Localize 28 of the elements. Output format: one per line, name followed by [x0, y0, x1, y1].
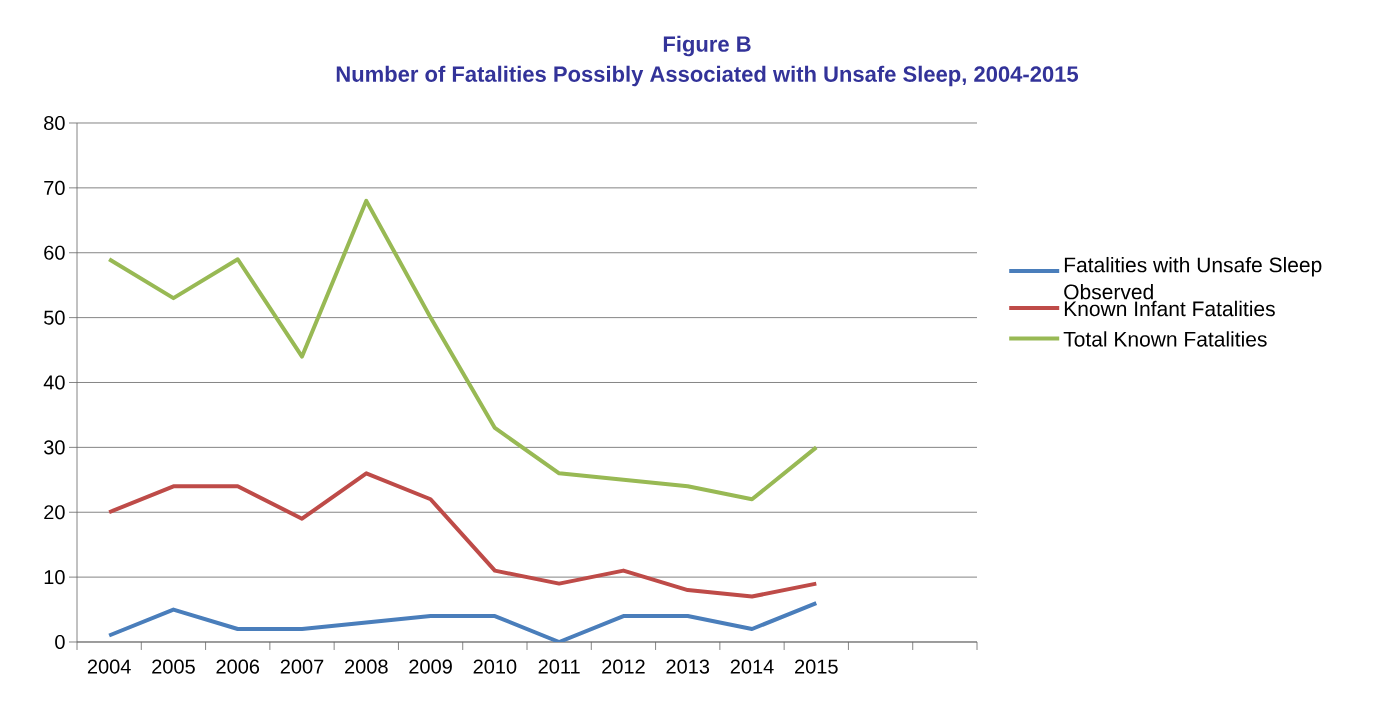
y-tick-label: 20 — [44, 505, 65, 520]
y-tick-label: 60 — [44, 245, 65, 260]
y-tick-label: 0 — [55, 634, 65, 650]
chart-subtitle: Number of Fatalities Possibly Associated with Unsafe Sleep, 2004-2015 — [336, 65, 1079, 87]
chart-title: Figure B — [663, 35, 751, 57]
x-tick-label: 2007 — [280, 659, 324, 674]
x-tick-label: 2015 — [795, 659, 838, 674]
y-tick-label: 70 — [44, 180, 65, 195]
legend-label: Known Infant Fatalities — [1064, 300, 1275, 317]
y-tick-label: 10 — [44, 570, 65, 585]
x-tick-label: 2013 — [666, 659, 710, 674]
x-tick-label: 2008 — [345, 659, 388, 674]
x-tick-label: 2011 — [538, 659, 580, 674]
x-tick-label: 2014 — [730, 659, 774, 674]
y-tick-label: 40 — [43, 375, 65, 390]
line-series — [107, 471, 819, 599]
x-tick-label: 2012 — [602, 659, 645, 674]
x-tick-label: 2006 — [216, 659, 260, 674]
x-tick-label: 2010 — [473, 659, 517, 674]
y-tick-label: 50 — [44, 310, 65, 325]
x-tick-label: 2004 — [87, 659, 131, 674]
legend-label: Fatalities with Unsafe Sleep Observed — [1064, 256, 1322, 300]
x-tick-label: 2005 — [152, 659, 195, 674]
x-tick-label: 2009 — [409, 659, 452, 674]
y-tick-label: 30 — [44, 440, 65, 455]
legend-label: Total Known Fatalities — [1063, 331, 1267, 347]
y-tick-label: 80 — [44, 115, 65, 131]
line-series — [107, 198, 819, 502]
